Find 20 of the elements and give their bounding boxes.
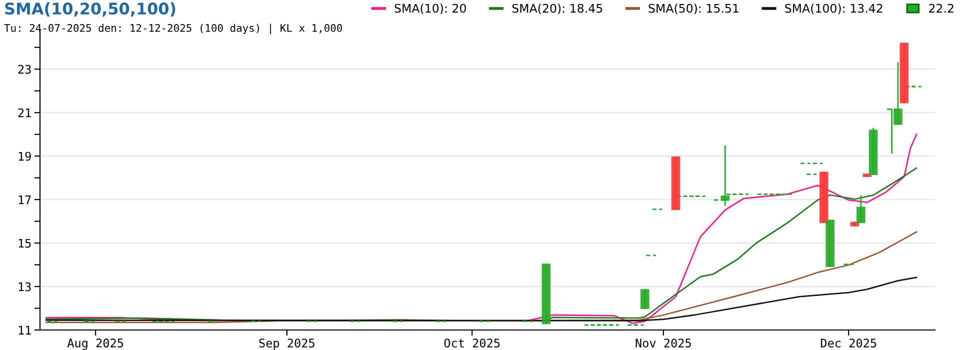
x-tick-label: Aug 2025 [67,338,124,350]
x-tick-label: Sep 2025 [259,338,314,350]
line-series [45,276,918,322]
y-tick-label: 11 [18,326,31,335]
x-tick-label: Oct 2025 [444,338,500,348]
chart-subtitle: Tu: 24-07-2025 den: 12-12-2025 (100 days) | KL x 1,000 [4,24,342,34]
legend-label: 22.2 [929,4,954,13]
y-tick-label: 23 [18,64,31,74]
legend-label: SMA(10): 20 [394,4,466,14]
y-tick-label: 21 [18,108,31,118]
legend-label: SMA(50): 15.51 [648,4,738,14]
y-tick-label: 15 [18,238,31,248]
legend-label: SMA(20): 18.45 [512,4,602,14]
y-tick-label: 13 [18,282,31,292]
legend-label: SMA(100): 13.42 [785,4,882,14]
x-tick-label: Nov 2025 [636,338,691,348]
x-tick-label: Dec 2025 [820,338,876,348]
y-tick-label: 19 [18,152,31,161]
chart-title: SMA(10,20,50,100) [5,2,176,17]
y-tick-label: 17 [18,195,31,204]
